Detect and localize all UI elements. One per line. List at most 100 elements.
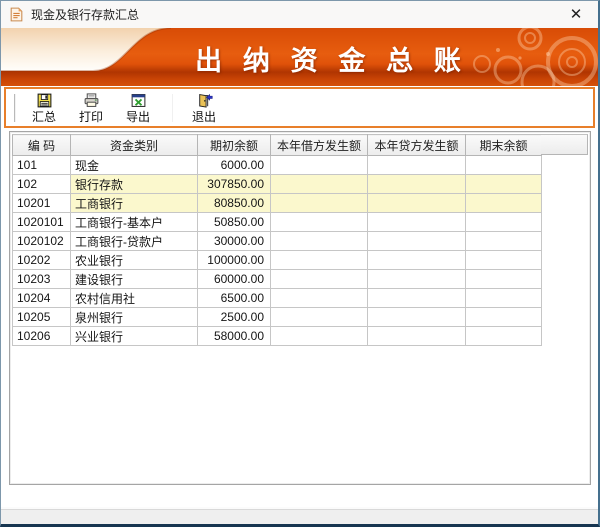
column-header[interactable]: 编 码 <box>12 134 71 156</box>
cell-code[interactable]: 1020101 <box>12 212 71 232</box>
print-button[interactable]: 打印 <box>70 91 112 125</box>
cell-category[interactable]: 工商银行 <box>70 193 198 213</box>
cell-debit[interactable] <box>270 269 368 289</box>
table-row[interactable]: 102 银行存款 307850.00 <box>12 174 542 194</box>
cell-opening[interactable]: 58000.00 <box>197 326 271 346</box>
export-button[interactable]: 导出 <box>117 91 159 125</box>
summarize-save-icon <box>37 93 51 108</box>
cell-ending[interactable] <box>465 155 542 175</box>
app-icon <box>10 7 23 22</box>
cell-opening[interactable]: 50850.00 <box>197 212 271 232</box>
cell-opening[interactable]: 30000.00 <box>197 231 271 251</box>
cell-code[interactable]: 10205 <box>12 307 71 327</box>
table-row[interactable]: 10202 农业银行 100000.00 <box>12 250 542 270</box>
table-row[interactable]: 10206 兴业银行 58000.00 <box>12 326 542 346</box>
cell-opening[interactable]: 6500.00 <box>197 288 271 308</box>
cell-code[interactable]: 10201 <box>12 193 71 213</box>
cell-category[interactable]: 工商银行-贷款户 <box>70 231 198 251</box>
summary-panel: 编 码资金类别 期初余额 本年借方发生额 本年贷方发生额 期末余额 101 现金 6000.… <box>9 131 591 485</box>
table-row[interactable]: 10205 泉州银行 2500.00 <box>12 307 542 327</box>
cell-code[interactable]: 10202 <box>12 250 71 270</box>
table-row[interactable]: 1020101 工商银行-基本户 50850.00 <box>12 212 542 232</box>
cell-category[interactable]: 农业银行 <box>70 250 198 270</box>
column-header[interactable]: 期初余额 <box>197 134 271 156</box>
banner: 出 纳 资 金 总 账 <box>1 28 598 86</box>
table-row[interactable]: 1020102 工商银行-贷款户 30000.00 <box>12 231 542 251</box>
cell-credit[interactable] <box>367 269 466 289</box>
cell-opening[interactable]: 307850.00 <box>197 174 271 194</box>
cell-ending[interactable] <box>465 250 542 270</box>
cell-credit[interactable] <box>367 231 466 251</box>
banner-wave-decoration <box>1 28 172 72</box>
cell-opening[interactable]: 80850.00 <box>197 193 271 213</box>
cell-credit[interactable] <box>367 307 466 327</box>
cell-ending[interactable] <box>465 174 542 194</box>
exit-button-label: 退出 <box>191 110 216 124</box>
title-bar: 现金及银行存款汇总 ✕ <box>1 1 598 28</box>
column-header[interactable]: 本年借方发生额 <box>270 134 368 156</box>
cell-credit[interactable] <box>367 155 466 175</box>
cell-category[interactable]: 银行存款 <box>70 174 198 194</box>
export-button-label: 导出 <box>125 110 150 124</box>
cell-credit[interactable] <box>367 193 466 213</box>
cell-debit[interactable] <box>270 250 368 270</box>
cell-opening[interactable]: 6000.00 <box>197 155 271 175</box>
table-header-row: 编 码资金类别 期初余额 本年借方发生额 本年贷方发生额 期末余额 <box>12 134 542 156</box>
cell-ending[interactable] <box>465 307 542 327</box>
summarize-button[interactable]: 汇总 <box>23 91 65 125</box>
cell-code[interactable]: 102 <box>12 174 71 194</box>
cell-code[interactable]: 10206 <box>12 326 71 346</box>
cell-ending[interactable] <box>465 193 542 213</box>
cell-debit[interactable] <box>270 193 368 213</box>
cell-code[interactable]: 10203 <box>12 269 71 289</box>
cell-debit[interactable] <box>270 231 368 251</box>
banner-circles-decoration <box>473 28 598 86</box>
cell-ending[interactable] <box>465 269 542 289</box>
summary-table: 编 码资金类别 期初余额 本年借方发生额 本年贷方发生额 期末余额 101 现金 6000.… <box>12 134 542 346</box>
banner-title: 出 纳 资 金 总 账 <box>195 46 468 76</box>
cell-ending[interactable] <box>465 231 542 251</box>
cell-code[interactable]: 101 <box>12 155 71 175</box>
table-row[interactable]: 10201 工商银行 80850.00 <box>12 193 542 213</box>
cell-credit[interactable] <box>367 326 466 346</box>
table-body: 101 现金 6000.00 102 银行存款 307850.00 10201 工商银行 808… <box>12 155 542 346</box>
cell-category[interactable]: 工商银行-基本户 <box>70 212 198 232</box>
table-row[interactable]: 101 现金 6000.00 <box>12 155 542 175</box>
close-button[interactable]: ✕ <box>569 6 583 23</box>
print-button-label: 打印 <box>78 110 103 124</box>
cell-category[interactable]: 建设银行 <box>70 269 198 289</box>
cell-credit[interactable] <box>367 212 466 232</box>
cell-code[interactable]: 1020102 <box>12 231 71 251</box>
column-header[interactable]: 本年贷方发生额 <box>367 134 466 156</box>
cell-debit[interactable] <box>270 288 368 308</box>
cell-debit[interactable] <box>270 326 368 346</box>
table-row[interactable]: 10203 建设银行 60000.00 <box>12 269 542 289</box>
cell-debit[interactable] <box>270 155 368 175</box>
cell-ending[interactable] <box>465 288 542 308</box>
cell-credit[interactable] <box>367 288 466 308</box>
cell-opening[interactable]: 60000.00 <box>197 269 271 289</box>
table-row[interactable]: 10204 农村信用社 6500.00 <box>12 288 542 308</box>
cell-credit[interactable] <box>367 174 466 194</box>
print-icon <box>84 93 98 107</box>
exit-button[interactable]: 退出 <box>183 91 225 125</box>
cell-category[interactable]: 兴业银行 <box>70 326 198 346</box>
cell-debit[interactable] <box>270 174 368 194</box>
cell-code[interactable]: 10204 <box>12 288 71 308</box>
cell-ending[interactable] <box>465 212 542 232</box>
export-icon <box>131 94 145 107</box>
cell-ending[interactable] <box>465 326 542 346</box>
cell-opening[interactable]: 100000.00 <box>197 250 271 270</box>
cell-opening[interactable]: 2500.00 <box>197 307 271 327</box>
cell-category[interactable]: 泉州银行 <box>70 307 198 327</box>
cell-credit[interactable] <box>367 250 466 270</box>
cell-category[interactable]: 现金 <box>70 155 198 175</box>
cell-debit[interactable] <box>270 212 368 232</box>
cell-debit[interactable] <box>270 307 368 327</box>
column-header[interactable]: 期末余额 <box>465 134 542 156</box>
window-title: 现金及银行存款汇总 <box>31 8 140 22</box>
cell-category[interactable]: 农村信用社 <box>70 288 198 308</box>
column-header[interactable]: 资金类别 <box>70 134 198 156</box>
table-header-filler <box>541 134 588 155</box>
